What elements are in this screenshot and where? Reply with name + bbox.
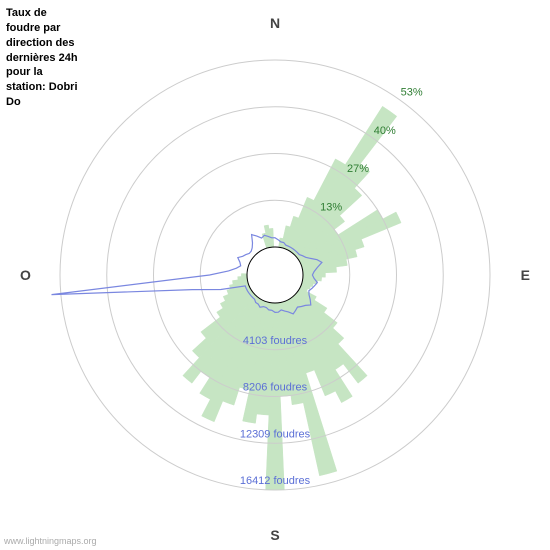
cardinal-label: E [521, 267, 530, 283]
polar-rose-chart: 13% 27% 40% 53% 4103 foudres 8206 foudres 1230… [0, 0, 550, 550]
cardinal-label: S [270, 527, 279, 543]
ring-count-label: 12309 foudres [240, 428, 311, 440]
chart-title: Taux de foudre par direction des dernièr… [6, 6, 78, 110]
ring-percent-label: 27% [347, 163, 369, 175]
cardinal-label: O [20, 267, 31, 283]
credit-text: www.lightningmaps.org [4, 536, 97, 546]
ring-count-label: 8206 foudres [243, 382, 308, 394]
bar-sector [241, 274, 247, 277]
ring-percent-label: 13% [320, 201, 342, 213]
ring-count-label: 16412 foudres [240, 475, 311, 487]
ring-count-label: 4103 foudres [243, 335, 308, 347]
ring-percent-label: 40% [374, 125, 396, 137]
cardinal-label: N [270, 15, 280, 31]
hub [247, 247, 303, 303]
ring-percent-label: 53% [401, 87, 423, 99]
